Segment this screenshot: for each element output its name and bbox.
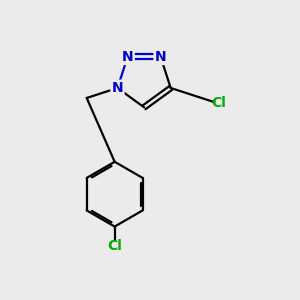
Text: Cl: Cl (107, 239, 122, 253)
Text: N: N (122, 50, 134, 64)
Text: N: N (112, 81, 123, 95)
Text: N: N (155, 50, 167, 64)
Text: Cl: Cl (211, 96, 226, 110)
